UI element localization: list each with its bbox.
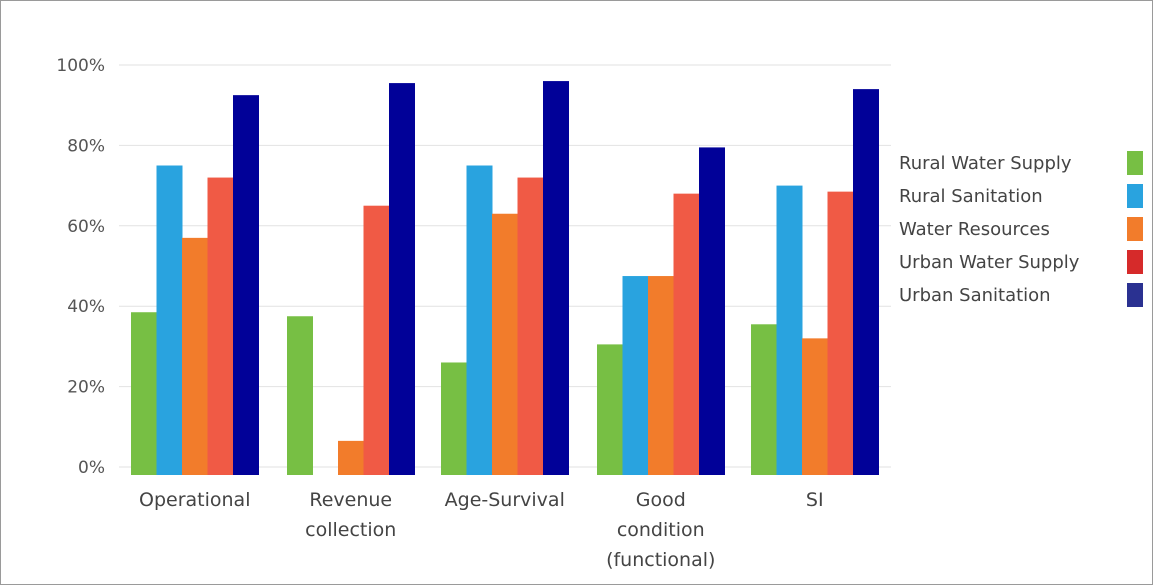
- bar-urban-water-supply: [827, 191, 854, 475]
- x-category-label: Operational: [139, 489, 250, 511]
- bar-urban-sanitation: [543, 81, 569, 475]
- bar-rural-water-supply: [597, 344, 623, 475]
- y-tick-label: 40%: [67, 297, 105, 317]
- legend-label: Rural Water Supply: [899, 153, 1072, 174]
- bar-rural-water-supply: [287, 316, 313, 475]
- bar-rural-sanitation: [622, 276, 649, 475]
- legend-label: Rural Sanitation: [899, 186, 1043, 207]
- bar-urban-water-supply: [207, 177, 234, 475]
- bar-water-resources: [648, 276, 674, 475]
- y-tick-label: 20%: [67, 378, 105, 398]
- bar-water-resources: [492, 213, 518, 476]
- bar-rural-sanitation: [156, 165, 183, 475]
- x-category-label: SI: [806, 489, 824, 511]
- bar-rural-sanitation: [466, 165, 493, 475]
- y-tick-label: 0%: [78, 458, 105, 478]
- y-axis-ticks: 0% 20% 40% 60% 80% 100%: [56, 56, 105, 478]
- bar-water-resources: [182, 237, 208, 475]
- legend-swatch: [1127, 217, 1143, 241]
- legend-swatch: [1127, 184, 1143, 208]
- x-category-label: Good: [636, 489, 686, 511]
- legend-swatch: [1127, 283, 1143, 307]
- bar-urban-water-supply: [673, 193, 700, 475]
- bar-urban-water-supply: [363, 205, 390, 475]
- x-category-label: condition: [617, 519, 705, 541]
- legend-label: Urban Sanitation: [899, 285, 1051, 306]
- bar-urban-sanitation: [233, 95, 259, 476]
- y-tick-label: 60%: [67, 217, 105, 237]
- bar-rural-water-supply: [441, 362, 467, 475]
- legend-label: Urban Water Supply: [899, 252, 1080, 273]
- y-tick-label: 80%: [67, 136, 105, 156]
- x-axis-categories: Operational Revenue collection Age-Survival…: [139, 489, 824, 571]
- legend-background: [893, 139, 1134, 311]
- x-category-label: Age-Survival: [445, 489, 565, 511]
- bar-urban-sanitation: [389, 83, 415, 475]
- x-category-label: collection: [305, 519, 396, 541]
- bar-water-resources: [802, 338, 828, 475]
- bar-urban-sanitation: [699, 147, 725, 475]
- x-category-label: (functional): [606, 549, 715, 571]
- legend: Rural Water Supply Rural Sanitation Water …: [893, 139, 1143, 311]
- y-tick-label: 100%: [56, 56, 105, 76]
- bars: [131, 81, 879, 476]
- bar-urban-sanitation: [853, 89, 879, 476]
- bar-urban-water-supply: [517, 177, 544, 475]
- bar-rural-water-supply: [751, 324, 777, 475]
- legend-label: Water Resources: [899, 219, 1050, 240]
- x-category-label: Revenue: [309, 489, 392, 511]
- legend-swatch: [1127, 151, 1143, 175]
- legend-swatch: [1127, 250, 1143, 274]
- bar-rural-sanitation: [776, 185, 803, 475]
- bar-rural-water-supply: [131, 312, 157, 475]
- bar-water-resources: [338, 440, 364, 475]
